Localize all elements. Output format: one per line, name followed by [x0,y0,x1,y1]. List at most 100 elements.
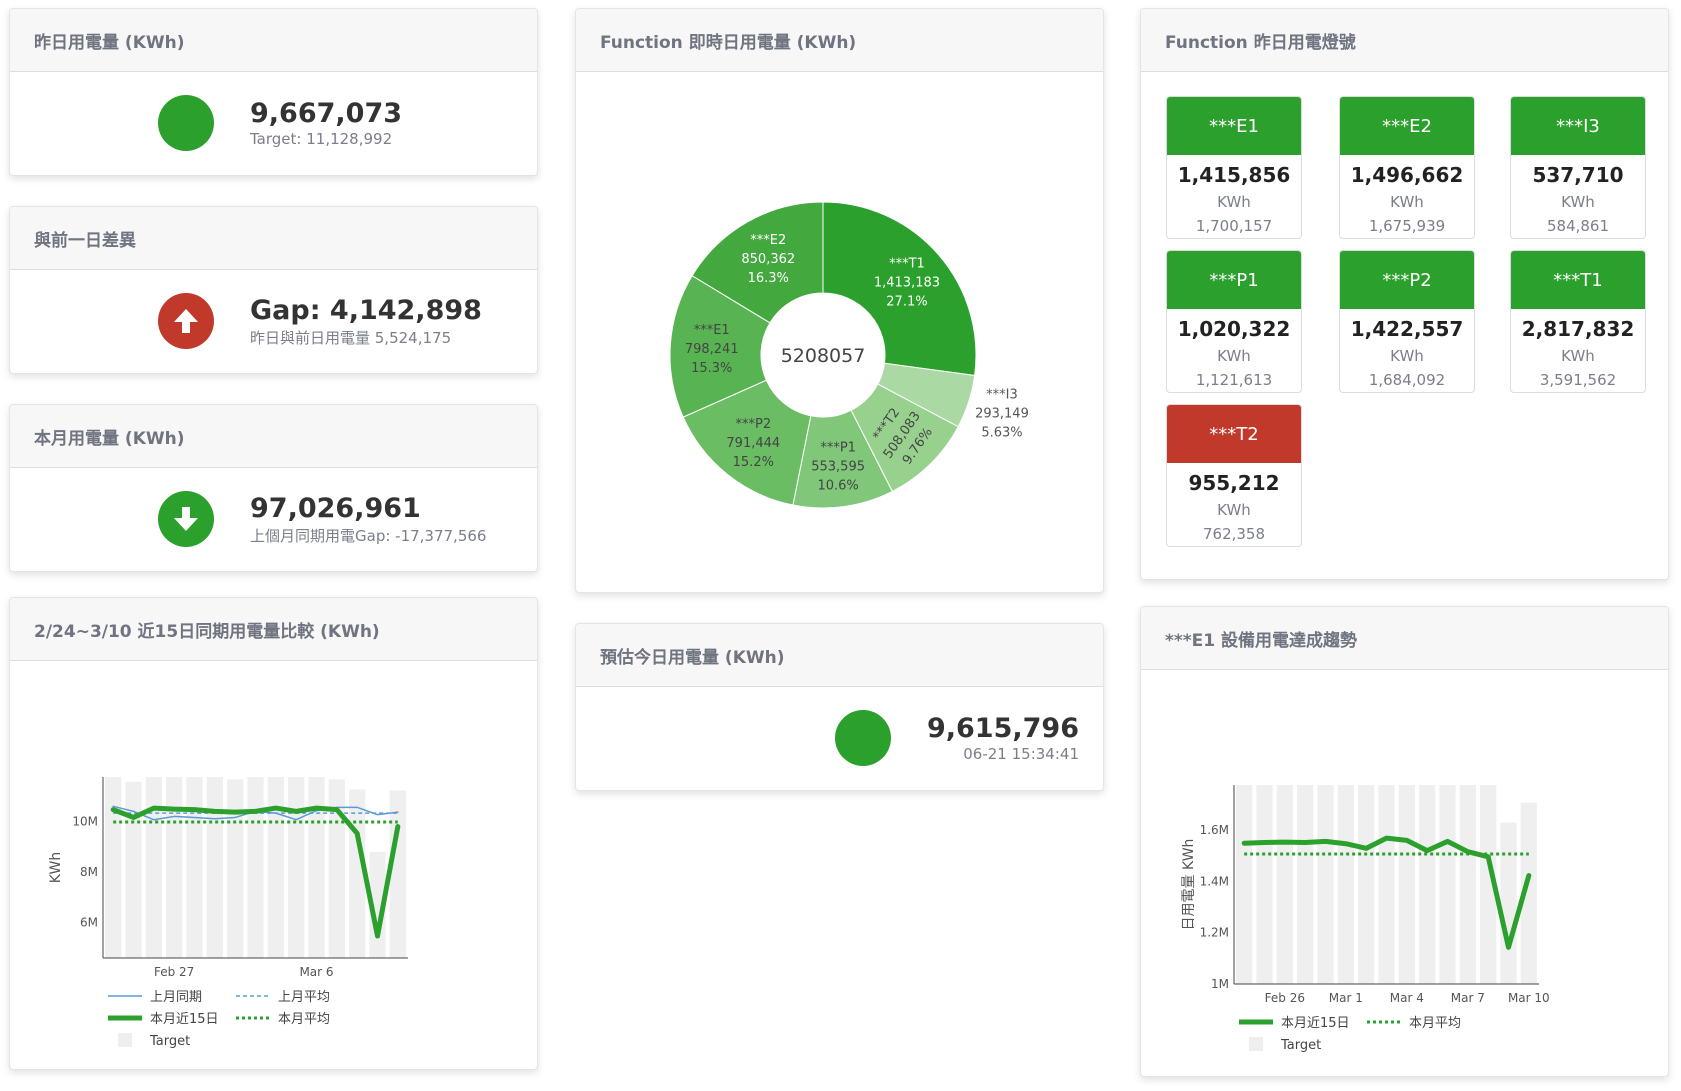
estimate-value: 9,615,796 [926,713,1079,744]
card-title: 與前一日差異 [10,207,537,270]
slice-label-text: 293,149 [975,407,1029,422]
function-donut-card: Function 即時日用電量 (KWh) ***T1 1,413,183 27.1… [575,8,1104,593]
legend-swatch [118,1033,132,1047]
status-light-icon [834,710,891,766]
y-tick-label: 8M [80,865,98,879]
light-tile[interactable]: ***T1 2,817,832 KWh 3,591,562 [1510,250,1646,393]
tile-unit: KWh [1390,193,1424,211]
card-title: Function 即時日用電量 (KWh) [576,9,1103,72]
legend-label: 上月平均 [278,990,330,1005]
donut-label: ***I3 293,149 5.63% [975,388,1029,441]
light-tile[interactable]: ***E1 1,415,856 KWh 1,700,157 [1166,96,1302,239]
tile-value: 955,212 [1188,471,1280,495]
target-bar [1480,785,1497,984]
target-bar [1297,785,1314,984]
legend-label: 本月近15日 [150,1012,219,1027]
tile-unit: KWh [1217,501,1251,519]
slice-label-text: ***E1 [694,323,730,338]
target-bar [1378,785,1395,984]
slice-label-text: ***P2 [735,417,771,432]
tile-value: 1,415,856 [1177,163,1291,187]
tile-target: 1,684,092 [1368,371,1446,389]
target-bar [1358,785,1375,984]
tile-name: ***T1 [1511,251,1645,309]
x-tick-label: Feb 27 [154,965,194,979]
x-tick-label: Feb 26 [1265,991,1305,1005]
slice-label-text: 798,241 [685,342,739,357]
month-sub: 上個月同期用電Gap: -17,377,566 [250,526,487,545]
tile-target: 584,861 [1546,217,1610,235]
donut-slice [669,275,771,418]
y-tick-label: 1.4M [1200,874,1229,888]
x-tick-label: Mar 10 [1508,991,1550,1005]
target-bar [288,777,305,958]
target-bar [145,777,162,958]
legend-label: 本月平均 [278,1012,330,1027]
y-tick-label: 10M [72,814,98,828]
target-bar [1256,785,1273,984]
y-axis-label: KWh [48,852,64,883]
card-title: 2/24~3/10 近15日同期用電量比較 (KWh) [10,598,537,661]
slice-label-text: ***P1 [820,440,856,455]
y-axis-label: 日用電量 KWh [1181,839,1197,931]
tile-target: 1,700,157 [1195,217,1273,235]
function-donut-chart: ***T1 1,413,183 27.1% ***I3 293,149 5.63% ***T… [669,201,1029,509]
target-bar [389,790,406,958]
tile-value: 537,710 [1532,163,1624,187]
slice-label-text: 27.1% [886,295,927,310]
tile-target: 3,591,562 [1539,371,1617,389]
tile-value: 1,422,557 [1350,317,1464,341]
tile-name: ***E1 [1167,97,1301,155]
tile-target: 1,121,613 [1195,371,1273,389]
y-tick-label: 6M [80,916,98,930]
slice-label-text: ***E2 [750,233,786,248]
slice-label-text: 10.6% [817,478,858,493]
yesterday-usage-card: 昨日用電量 (KWh) 9,667,073 Target: 11,128,992 [9,8,538,176]
target-bar [1317,785,1334,984]
x-tick-label: Mar 7 [1451,991,1485,1005]
compare-chart-card: 2/24~3/10 近15日同期用電量比較 (KWh) 6M 8M 10M Feb 2… [9,597,538,1070]
status-light-icon [158,95,214,151]
tile-name: ***P1 [1167,251,1301,309]
light-tile[interactable]: ***P1 1,020,322 KWh 1,121,613 [1166,250,1302,393]
tile-target: 762,358 [1202,525,1266,543]
month-usage-card: 本月用電量 (KWh) 97,026,961 上個月同期用電Gap: -17,3… [9,404,538,572]
target-bar [1236,785,1253,984]
card-title: ***E1 設備用電達成趨勢 [1141,607,1668,670]
target-bar [1398,785,1415,984]
slice-label-text: ***I3 [986,388,1018,403]
legend-swatch [1249,1037,1263,1051]
target-bar [105,777,122,958]
y-tick-label: 1.6M [1200,823,1229,837]
series-line [110,805,401,939]
target-bar [186,777,203,958]
target-bar [369,851,386,958]
e1-trend-card: ***E1 設備用電達成趨勢 1M 1.2M 1.4M 1.6M Feb 26 Mar 1… [1140,606,1669,1077]
yesterday-target: Target: 11,128,992 [250,130,393,148]
tile-target: 1,675,939 [1368,217,1446,235]
yesterday-value: 9,667,073 [250,98,403,129]
donut-label: ***T1 1,413,183 27.1% [874,257,940,310]
target-bar [247,777,264,958]
target-bar [1520,802,1537,984]
light-tile[interactable]: ***P2 1,422,557 KWh 1,684,092 [1339,250,1475,393]
slice-label-text: 553,595 [811,459,865,474]
light-tile[interactable]: ***E2 1,496,662 KWh 1,675,939 [1339,96,1475,239]
target-bar [1500,822,1517,984]
tile-unit: KWh [1217,347,1251,365]
slice-label-text: 15.2% [733,455,774,470]
tile-unit: KWh [1390,347,1424,365]
target-bar [1459,785,1476,984]
e1-trend-line-chart: 1M 1.2M 1.4M 1.6M Feb 26 Mar 1 Mar 4 Mar 7 Mar 1… [1181,785,1550,1053]
card-title: 本月用電量 (KWh) [10,405,537,468]
day-diff-card: 與前一日差異 Gap: 4,142,898 昨日與前日用電量 5,524,175 [9,206,538,374]
slice-label-text: 5.63% [981,426,1022,441]
y-tick-label: 1.2M [1200,926,1229,940]
donut-label: ***P2 791,444 15.2% [726,417,780,470]
slice-label-text: ***T1 [889,257,925,272]
slice-label-text: 791,444 [726,436,780,451]
light-tile[interactable]: ***T2 955,212 KWh 762,358 [1166,404,1302,547]
light-tile[interactable]: ***I3 537,710 KWh 584,861 [1510,96,1646,239]
donut-slice [691,201,824,324]
gap-sub: 昨日與前日用電量 5,524,175 [250,328,452,347]
